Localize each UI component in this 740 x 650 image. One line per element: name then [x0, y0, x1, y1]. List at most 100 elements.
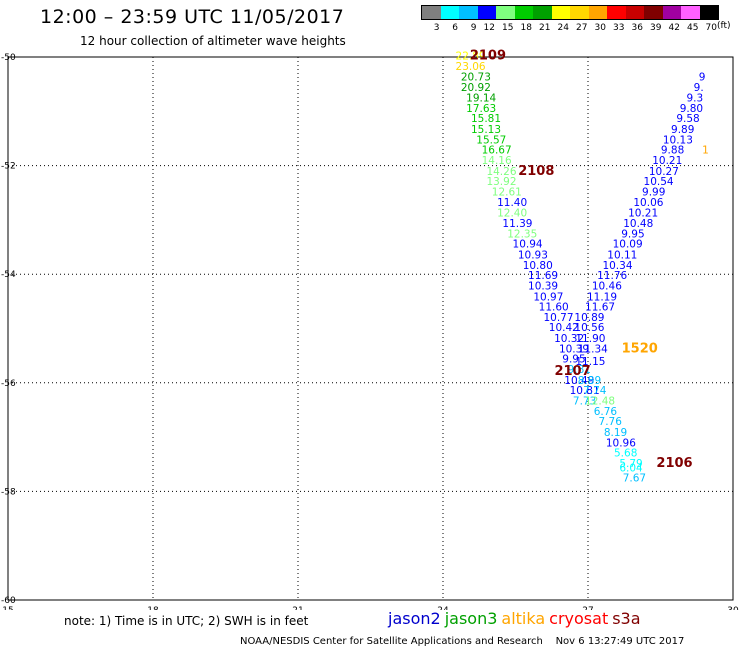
colorbar-label: 42	[668, 23, 680, 33]
satellite-legend: jason2 jason3 altika cryosat s3a	[388, 609, 645, 628]
colorbar-swatch	[681, 6, 700, 19]
wave-height-value: 15.81	[471, 113, 501, 125]
wave-height-value: 11.39	[502, 218, 532, 230]
wave-height-value: 10.97	[533, 291, 563, 303]
wave-height-value: 6.04	[619, 462, 643, 474]
timestamp-text: Nov 6 13:27:49 UTC 2017	[555, 636, 685, 647]
satellite-altika: altika	[501, 609, 546, 628]
altimeter-map: 15 18 21 24 27 30 -50 -52 -54 -56 -58 -60 22.8923.0…	[1, 49, 739, 610]
colorbar-label: 27	[576, 23, 588, 33]
colorbar-swatch	[496, 6, 515, 19]
longitude-label: 18	[147, 606, 159, 610]
wave-height-value: 10.34	[602, 260, 632, 272]
wave-height-value: 10.48	[623, 218, 653, 230]
wave-height-value: 14.16	[482, 155, 512, 167]
wave-height-value: 5.79	[619, 458, 642, 470]
wave-height-value: 10.11	[607, 249, 637, 261]
wave-height-value: 10.49	[564, 375, 594, 387]
pass-number-label: 2109	[470, 49, 506, 64]
footer-credit: NOAA/NESDIS Center for Satellite Applica…	[240, 636, 684, 647]
map-subtitle: 12 hour collection of altimeter wave hei…	[80, 34, 346, 48]
wave-height-value: 9.3	[686, 93, 703, 105]
wave-height-value: 10.54	[644, 176, 674, 188]
wave-height-value: 9.95	[621, 228, 644, 240]
wave-height-value: 10.06	[633, 197, 663, 209]
wave-height-value: 12.40	[497, 208, 527, 220]
colorbar-label: 70	[705, 23, 717, 33]
observations-layer: 22.8923.0620.7320.9219.1417.6315.8115.13…	[456, 51, 709, 485]
colorbar-label: 39	[650, 23, 662, 33]
wave-height-value: 10.96	[606, 437, 636, 449]
wave-height-value: 9.81	[568, 364, 591, 376]
pass-number-label: 2107	[554, 364, 590, 379]
wave-height-value: 9.80	[680, 103, 703, 115]
colorbar-label: 18	[520, 23, 532, 33]
wave-height-value: 15.13	[471, 124, 501, 136]
wave-height-colorbar: 3 6 9 12 15 18 21 24 27 30 33 36 39 42 45 70	[421, 5, 719, 33]
wave-height-value: 7.74	[583, 385, 607, 397]
satellite-s3a: s3a	[612, 609, 641, 628]
wave-height-value: 10.42	[549, 322, 579, 334]
pass-number-label: 1520	[622, 341, 658, 356]
longitude-label: 27	[582, 606, 593, 610]
wave-height-value: 10.93	[518, 249, 548, 261]
wave-height-value: 11.69	[528, 270, 558, 282]
wave-height-value: 10.39	[559, 343, 589, 355]
colorbar-swatch	[422, 6, 441, 19]
colorbar-label: 36	[631, 23, 643, 33]
colorbar-label: 24	[557, 23, 569, 33]
wave-height-value: 1	[702, 145, 709, 157]
wave-height-value: 15.57	[476, 134, 506, 146]
colorbar-label: 9	[470, 23, 477, 33]
wave-height-value: 9.89	[671, 124, 694, 136]
colorbar-label: 3	[433, 23, 440, 33]
wave-height-value: 11.67	[585, 302, 615, 314]
colorbar-swatch	[477, 6, 496, 19]
wave-height-value: 10.77	[543, 312, 573, 324]
wave-height-value: 17.63	[466, 103, 496, 115]
colorbar-label: 12	[483, 23, 495, 33]
wave-height-value: 11.76	[597, 270, 627, 282]
colorbar-unit: (ft)	[717, 21, 731, 31]
latitude-label: -54	[1, 270, 16, 280]
wave-height-value: 10.13	[663, 134, 693, 146]
wave-height-value: 6.76	[594, 406, 618, 418]
wave-height-value: 9.99	[642, 186, 665, 198]
wave-height-value: 11.15	[575, 356, 605, 368]
wave-height-value: 9.58	[676, 113, 699, 125]
satellite-jason3: jason3	[444, 609, 498, 628]
colorbar-swatch	[459, 6, 478, 19]
colorbar-swatch	[514, 6, 533, 19]
colorbar-swatch	[644, 6, 663, 19]
wave-height-value: 7.73	[573, 396, 596, 408]
map-axis-ticks: 15 18 21 24 27 30 -50 -52 -54 -56 -58 -60	[1, 53, 739, 610]
wave-height-value: 10.94	[513, 239, 543, 251]
longitude-label: 30	[727, 606, 739, 610]
wave-height-value: 9.95	[562, 354, 585, 366]
colorbar-swatch	[570, 6, 589, 19]
credit-text: NOAA/NESDIS Center for Satellite Applica…	[240, 636, 543, 647]
latitude-label: -60	[1, 596, 16, 606]
wave-height-value: 10.32	[554, 333, 584, 345]
wave-height-value: 11.40	[497, 197, 527, 209]
wave-height-value: 20.73	[461, 71, 491, 83]
map-grid	[7, 56, 734, 601]
wave-height-value: 16.67	[482, 145, 512, 157]
colorbar-label: 45	[687, 23, 699, 33]
pass-number-label: 2108	[518, 164, 554, 179]
colorbar-swatch	[440, 6, 459, 19]
wave-height-value: 10.21	[652, 155, 682, 167]
wave-height-value: 13.92	[486, 176, 516, 188]
wave-height-value: 9	[699, 71, 706, 83]
colorbar-swatch	[533, 6, 552, 19]
colorbar-label: 15	[502, 23, 514, 33]
wave-height-value: 23.06	[456, 61, 486, 73]
wave-height-value: 10.80	[523, 260, 553, 272]
wave-height-value: 10.09	[613, 239, 643, 251]
wave-height-value: 10.56	[574, 322, 604, 334]
wave-height-value: 9.88	[661, 145, 684, 157]
satellite-jason2: jason2	[388, 609, 441, 628]
longitude-label: 15	[2, 606, 13, 610]
latitude-label: -52	[1, 162, 16, 172]
wave-height-value: 10.21	[628, 208, 658, 220]
